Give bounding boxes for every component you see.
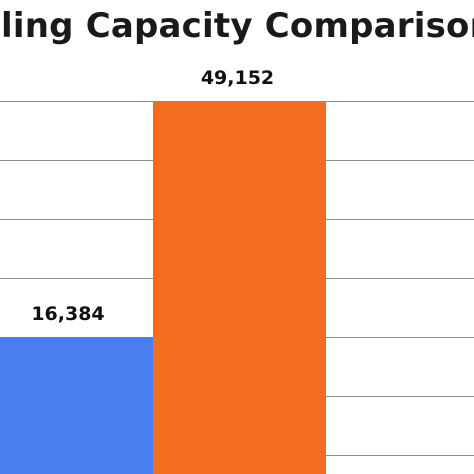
bar-1 (0, 337, 153, 474)
data-labels: 16,384 49,152 (31, 67, 274, 325)
chart-title: ling Capacity Comparison (1, 6, 474, 46)
data-label-bar-2: 49,152 (201, 67, 274, 89)
bar-2 (153, 101, 326, 474)
bars (0, 101, 326, 474)
data-label-bar-1: 16,384 (31, 303, 104, 325)
chart-title-container: ling Capacity Comparison (0, 6, 474, 58)
